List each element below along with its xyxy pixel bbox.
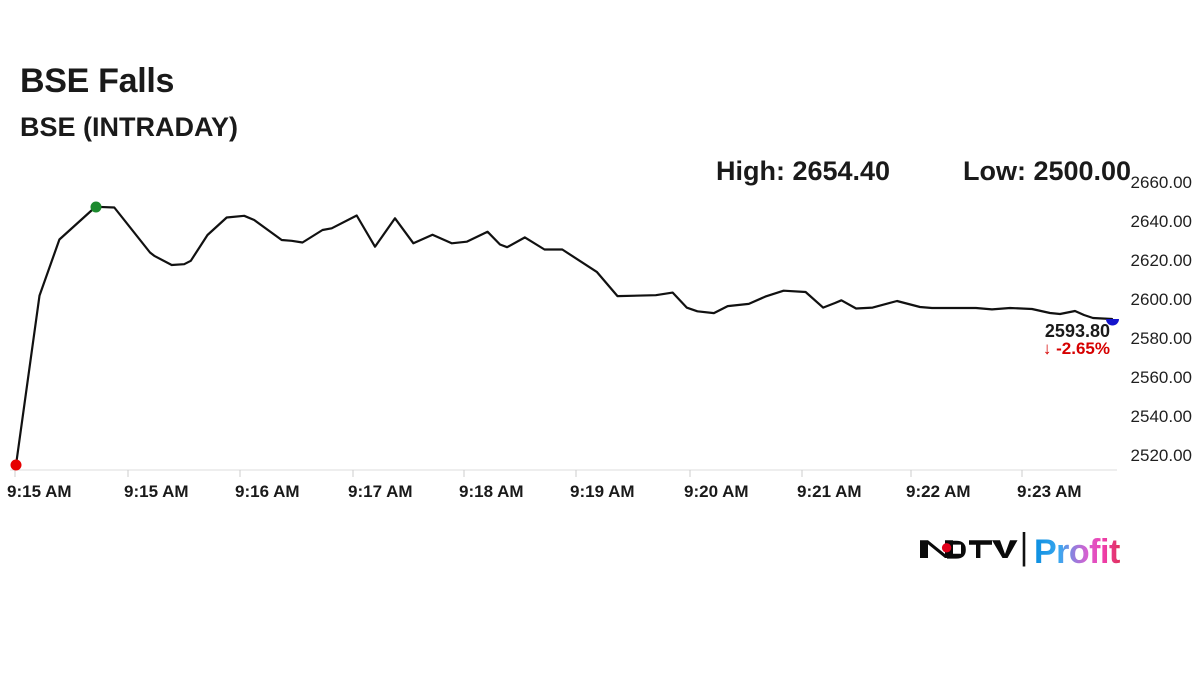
svg-text:Profit: Profit — [1034, 533, 1120, 571]
